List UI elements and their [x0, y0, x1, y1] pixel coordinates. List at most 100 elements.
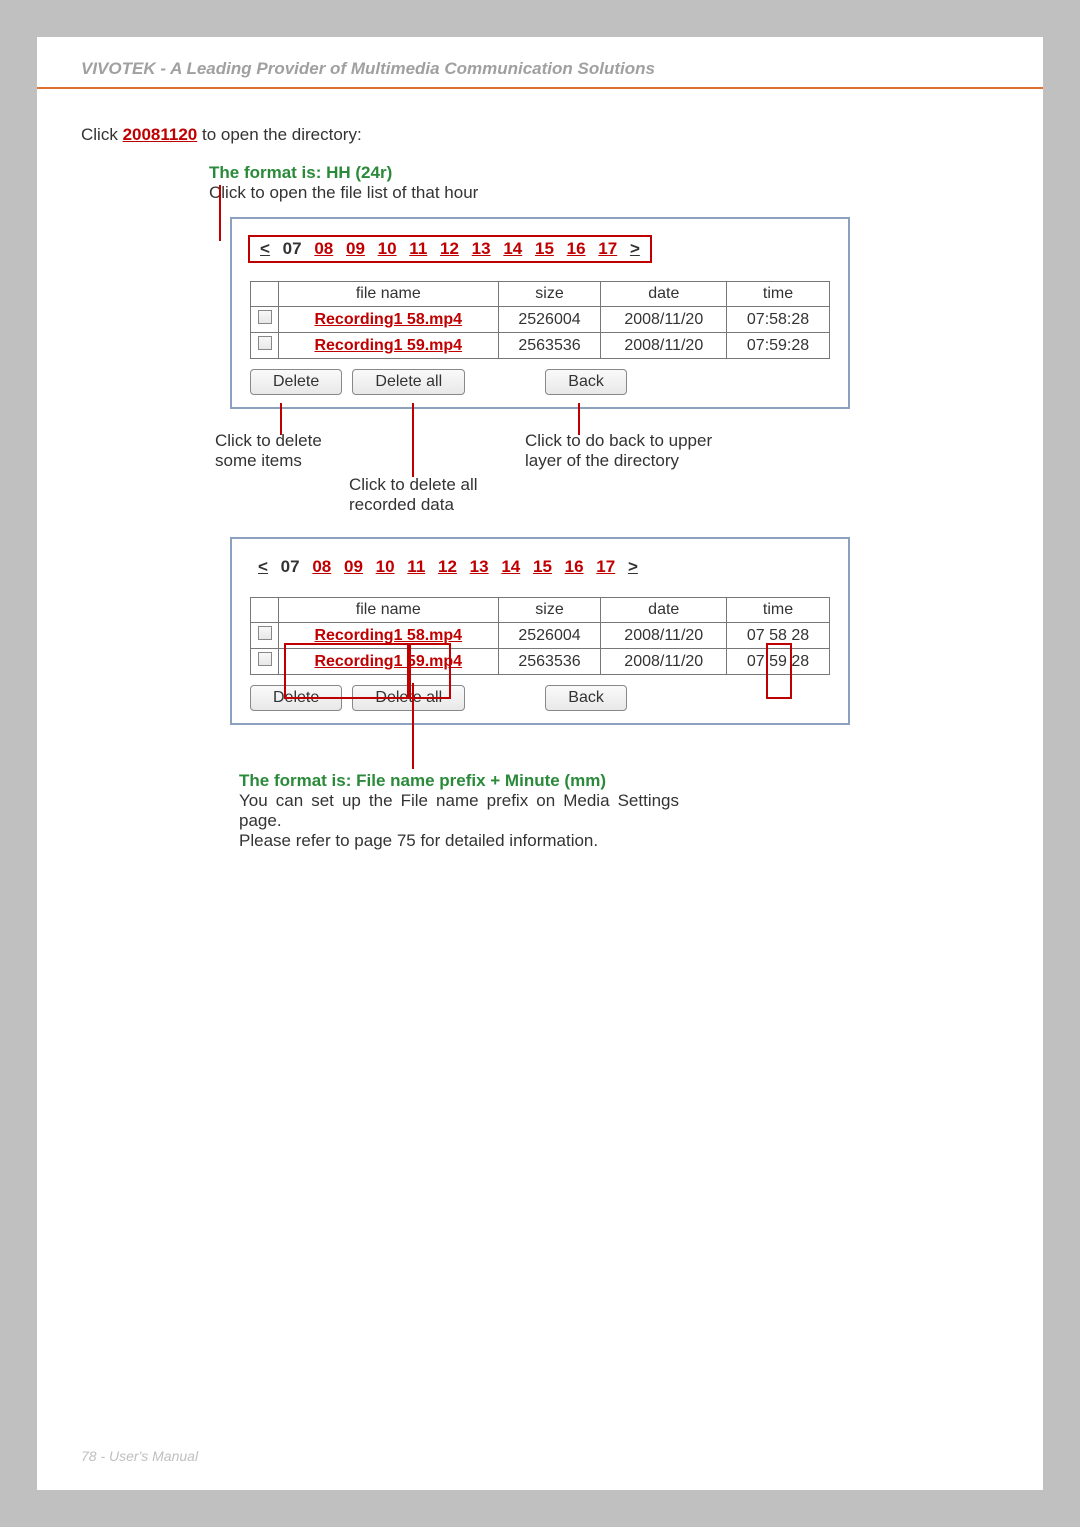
file-link[interactable]: Recording1 59.mp4 [279, 333, 499, 359]
file-link[interactable]: Recording1 58.mp4 [279, 623, 499, 649]
row-check[interactable] [251, 623, 279, 649]
button-row-2: Delete Delete all Back [250, 685, 838, 711]
file-size: 2526004 [498, 307, 601, 333]
pager-next[interactable]: > [630, 239, 640, 258]
file-time: 07:59:28 [727, 333, 830, 359]
checkbox-icon[interactable] [258, 626, 272, 640]
col-date: date [601, 282, 727, 307]
page-footer: 78 - User's Manual [81, 1448, 198, 1464]
ann-delete-all: Click to delete all recorded data [349, 475, 478, 515]
time-h: 07 [747, 653, 765, 670]
pager-current-2: 07 [281, 557, 300, 576]
back-button[interactable]: Back [545, 369, 627, 395]
pager-item[interactable]: 17 [598, 239, 617, 258]
row-check[interactable] [251, 333, 279, 359]
table-header-row: file name size date time [251, 598, 830, 623]
delete-all-button-2[interactable]: Delete all [352, 685, 465, 711]
pager-item[interactable]: 10 [378, 239, 397, 258]
table-row: Recording1 58.mp4 2526004 2008/11/20 07:… [251, 307, 830, 333]
pager-item[interactable]: 11 [409, 239, 427, 258]
pager-next-2[interactable]: > [628, 557, 638, 576]
ann-delete-l2: some items [215, 451, 302, 470]
file-time: 07:58:28 [727, 307, 830, 333]
pager-item[interactable]: 15 [533, 557, 552, 576]
cap2-green: The format is: File name prefix + Minute… [239, 771, 679, 791]
table-row: Recording1 58.mp4 2526004 2008/11/20 07 … [251, 623, 830, 649]
pager-item[interactable]: 09 [346, 239, 365, 258]
file-table-1: file name size date time Recording1 58.m… [250, 281, 830, 359]
pager-item[interactable]: 09 [344, 557, 363, 576]
pager-item[interactable]: 11 [407, 557, 425, 576]
delete-button-2[interactable]: Delete [250, 685, 342, 711]
file-time: 07 58 28 [727, 623, 830, 649]
ann-delete-l1: Click to delete [215, 431, 322, 450]
ann-delall-l1: Click to delete all [349, 475, 478, 494]
checkbox-icon[interactable] [258, 336, 272, 350]
table-row: Recording1 59.mp4 2563536 2008/11/20 07:… [251, 333, 830, 359]
back-button-2[interactable]: Back [545, 685, 627, 711]
pager-prev-2[interactable]: < [258, 557, 268, 576]
cap1-green: The format is: HH (24r) [209, 163, 999, 183]
arrow-prefix [412, 683, 414, 769]
annotations: Click to delete some items Click to dele… [81, 409, 999, 519]
cap1-line: Click to open the file list of that hour [209, 183, 999, 203]
checkbox-icon[interactable] [258, 310, 272, 324]
time-m: 59 [769, 653, 787, 670]
file-date: 2008/11/20 [601, 623, 727, 649]
row-check[interactable] [251, 649, 279, 675]
pager-item[interactable]: 10 [376, 557, 395, 576]
pager-item[interactable]: 14 [503, 239, 522, 258]
delete-button[interactable]: Delete [250, 369, 342, 395]
file-date: 2008/11/20 [601, 649, 727, 675]
pager-current: 07 [283, 239, 302, 258]
intro-post: to open the directory: [197, 125, 361, 144]
pager-item[interactable]: 13 [470, 557, 489, 576]
col-time: time [727, 282, 830, 307]
pager-item[interactable]: 17 [596, 557, 615, 576]
col-date: date [601, 598, 727, 623]
ann-delall-l2: recorded data [349, 495, 454, 514]
pager-item[interactable]: 13 [472, 239, 491, 258]
time-s: 28 [791, 653, 809, 670]
time-h: 07 [747, 627, 765, 644]
col-check [251, 282, 279, 307]
row-check[interactable] [251, 307, 279, 333]
file-date: 2008/11/20 [601, 307, 727, 333]
col-size: size [498, 282, 601, 307]
pager-item[interactable]: 16 [567, 239, 586, 258]
pager-prev[interactable]: < [260, 239, 270, 258]
date-link[interactable]: 20081120 [123, 125, 198, 144]
file-date: 2008/11/20 [601, 333, 727, 359]
pager-item[interactable]: 15 [535, 239, 554, 258]
delete-all-button[interactable]: Delete all [352, 369, 465, 395]
pager-item[interactable]: 12 [440, 239, 459, 258]
ann-back-l2: layer of the directory [525, 451, 679, 470]
arrow-1 [219, 185, 221, 241]
file-time: 07 59 28 [727, 649, 830, 675]
col-filename: file name [279, 282, 499, 307]
col-time: time [727, 598, 830, 623]
pager-item[interactable]: 14 [501, 557, 520, 576]
file-size: 2526004 [498, 623, 601, 649]
table-header-row: file name size date time [251, 282, 830, 307]
intro-pre: Click [81, 125, 123, 144]
pager-item[interactable]: 08 [312, 557, 331, 576]
file-size: 2563536 [498, 333, 601, 359]
ann-back-l1: Click to do back to upper [525, 431, 712, 450]
checkbox-icon[interactable] [258, 652, 272, 666]
caption-2: The format is: File name prefix + Minute… [239, 771, 679, 851]
file-link[interactable]: Recording1 59.mp4 [279, 649, 499, 675]
header-text: VIVOTEK - A Leading Provider of Multimed… [81, 59, 655, 78]
col-check [251, 598, 279, 623]
file-panel-1: < 07 08 09 10 11 12 13 14 15 16 17 > fil… [230, 217, 850, 409]
table-row: Recording1 59.mp4 2563536 2008/11/20 07 … [251, 649, 830, 675]
pager-item[interactable]: 16 [565, 557, 584, 576]
col-size: size [498, 598, 601, 623]
cap2-l2: Please refer to page 75 for detailed inf… [239, 831, 679, 851]
time-m: 58 [769, 627, 787, 644]
file-link[interactable]: Recording1 58.mp4 [279, 307, 499, 333]
hour-pager: < 07 08 09 10 11 12 13 14 15 16 17 > [248, 235, 652, 263]
pager-item[interactable]: 08 [314, 239, 333, 258]
file-panel-2: < 07 08 09 10 11 12 13 14 15 16 17 > fil… [230, 537, 850, 725]
pager-item[interactable]: 12 [438, 557, 457, 576]
